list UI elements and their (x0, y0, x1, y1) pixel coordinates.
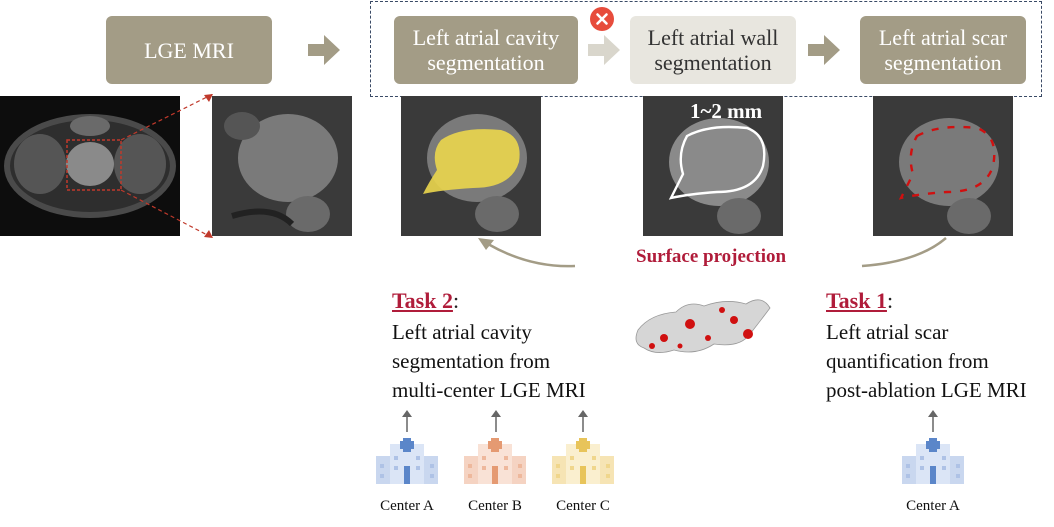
task1-colon: : (886, 288, 894, 313)
arrow-right-icon (308, 35, 340, 65)
hospital-building-icon (464, 438, 526, 484)
zoom-lines (120, 93, 214, 239)
step-lge-mri: LGE MRI (106, 16, 272, 84)
wall-thickness-label: 1~2 mm (690, 99, 763, 123)
arrow-right-icon (808, 35, 840, 65)
task1-line: post-ablation LGE MRI (826, 378, 1027, 402)
mri-zoom-image (212, 96, 352, 236)
step-scar-label: Left atrial scar segmentation (878, 25, 1008, 75)
error-x-icon (590, 7, 614, 31)
mri-wall-image (643, 96, 783, 236)
task2-name: Task 2 (392, 288, 453, 313)
step-cavity-segmentation: Left atrial cavity segmentation (394, 16, 578, 84)
arrow-right-icon (588, 35, 620, 65)
step-wall-segmentation: Left atrial wall segmentation (630, 16, 796, 84)
hospital-building-icon (376, 438, 438, 484)
task2-description: Left atrial cavity segmentation from mul… (392, 318, 586, 405)
curved-arrow-icon (478, 238, 576, 268)
task2-line: multi-center LGE MRI (392, 378, 586, 402)
task2-line: segmentation from (392, 349, 551, 373)
atrium-3d-model (635, 299, 771, 353)
center-label: Center A (380, 498, 434, 514)
step-wall-label: Left atrial wall segmentation (647, 25, 779, 75)
task1-line: quantification from (826, 349, 989, 373)
task1-description: Left atrial scar quantification from pos… (826, 318, 1027, 405)
center-label: Center B (468, 498, 522, 514)
step-scar-segmentation: Left atrial scar segmentation (860, 16, 1026, 84)
curved-arrow-icon (861, 237, 947, 268)
hospital-building-icon (552, 438, 614, 484)
hospital-building-icon (902, 438, 964, 484)
mri-full-slice-image (0, 96, 180, 236)
up-arrow-icon (928, 410, 938, 432)
task2-title: Task 2: (392, 288, 459, 314)
surface-projection-label: Surface projection (636, 246, 787, 267)
up-arrow-icon (402, 410, 412, 432)
up-arrow-icon (491, 410, 501, 432)
task1-line: Left atrial scar (826, 320, 949, 344)
task2-colon: : (452, 288, 460, 313)
up-arrow-icon (578, 410, 588, 432)
mri-scar-image (873, 96, 1013, 236)
step-cavity-label: Left atrial cavity segmentation (412, 25, 560, 75)
task2-line: Left atrial cavity (392, 320, 532, 344)
mri-cavity-image (401, 96, 541, 236)
task1-title: Task 1: (826, 288, 893, 314)
step-lge-mri-label: LGE MRI (144, 37, 234, 63)
center-label: Center C (556, 498, 610, 514)
task1-name: Task 1 (826, 288, 887, 313)
center-label: Center A (906, 498, 960, 514)
